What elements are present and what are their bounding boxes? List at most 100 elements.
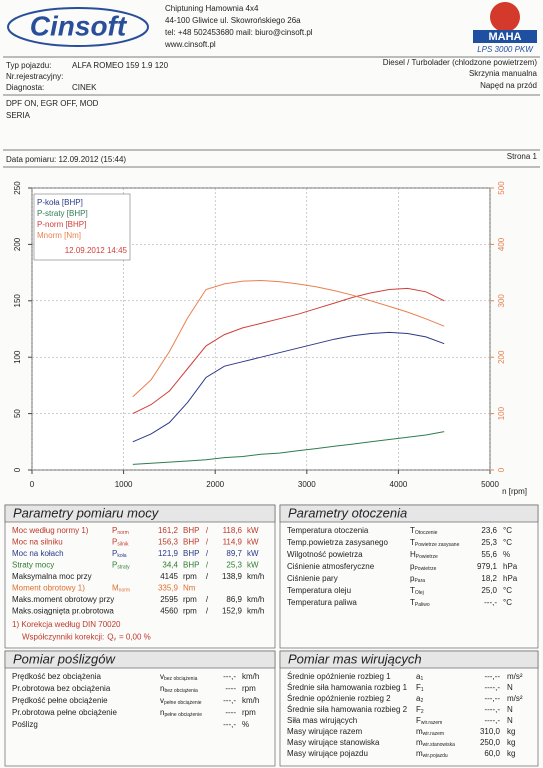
row-value: 118,6 (223, 526, 243, 535)
section-title: Parametry otoczenia (288, 505, 407, 520)
section-title: Parametry pomiaru mocy (13, 505, 160, 520)
symbol-sub: bez obciążenia (164, 688, 198, 694)
symbol-sub: Paliwo (415, 602, 430, 608)
x-axis-label: n [rpm] (502, 487, 527, 496)
section-title: Pomiar poślizgów (13, 651, 116, 666)
symbol-main: T (410, 526, 415, 535)
symbol-main: m (416, 738, 423, 747)
row-value: % (242, 720, 249, 729)
x-tick-label: 3000 (298, 480, 316, 489)
row-label: Pr.obrotowa pełne obciążenie (12, 708, 118, 717)
symbol: TPaliwo (410, 598, 430, 608)
engine-info: Napęd na przód (480, 81, 537, 90)
row-value: rpm (183, 572, 197, 581)
row-label: Średnie opóźnienie rozbieg 2 (287, 694, 391, 703)
symbol: Pstraty (112, 561, 130, 571)
x-tick-label: 1000 (115, 480, 133, 489)
row-label: Moment obrotowy 1) (12, 584, 85, 593)
row-value: m/s² (507, 694, 523, 703)
symbol-main: F (416, 683, 421, 692)
row-value: ----,- (484, 683, 500, 692)
field-label: Typ pojazdu: (6, 61, 51, 70)
row-value: km/h (247, 595, 264, 604)
row-label: Średnie siła hamowania rozbieg 2 (287, 705, 408, 714)
row-label: Ciśnienie pary (287, 574, 338, 583)
symbol: TOlej (410, 586, 424, 596)
row-value: 25,0 (481, 586, 497, 595)
x-tick-label: 4000 (390, 480, 408, 489)
row-value: N (507, 683, 513, 692)
y2-tick-label: 100 (497, 406, 506, 420)
symbol-main: v (160, 672, 164, 681)
symbol-sub: 2 (421, 709, 424, 715)
field-label: Diagnosta: (6, 83, 44, 92)
row-value: km/h (247, 572, 264, 581)
row-value: 25,3 (481, 538, 497, 547)
symbol: a1 (416, 672, 423, 682)
row-value: 18,2 (481, 574, 497, 583)
row-value: 86,9 (226, 595, 242, 604)
symbol: vpełne obciążenie (160, 696, 202, 706)
row-value: 2595 (160, 595, 178, 604)
symbol: TPowietrze zasysane (410, 538, 460, 548)
logo: Cinsoft (30, 10, 128, 41)
row-label: Temp.powietrza zasysanego (287, 538, 388, 547)
legend-entry: Mnorm [Nm] (37, 231, 81, 240)
series-line (132, 431, 445, 465)
maha-emblem (490, 2, 520, 32)
symbol-sub: wir.pojazdu (423, 753, 448, 759)
symbol-main: v (160, 696, 164, 705)
y-tick-label: 50 (13, 409, 22, 418)
row-value: BHP (183, 538, 199, 547)
symbol-sub: Powietrze (416, 554, 438, 560)
row-label: Prędkość pełne obciążenie (12, 696, 108, 705)
symbol-sub: Otoczenie (415, 530, 438, 536)
symbol-sub: wir.stanowiska (423, 742, 455, 748)
row-value: kW (247, 526, 259, 535)
row-value: BHP (183, 561, 199, 570)
symbol: Psilnik (112, 538, 129, 548)
row-value: km/h (247, 607, 264, 616)
row-value: 138,9 (222, 572, 243, 581)
symbol-sub: norm (117, 530, 128, 536)
company-line: Chiptuning Hamownia 4x4 (165, 4, 259, 13)
row-value: kg (507, 738, 515, 747)
symbol-main: P (112, 561, 117, 570)
row-label: Straty mocy (12, 561, 54, 570)
row-value: BHP (183, 526, 199, 535)
row-value: kW (247, 561, 259, 570)
row-label: Temperatura oleju (287, 586, 351, 595)
symbol-main: n (160, 684, 164, 693)
company-line: tel: +48 502453680 mail: biuro@cinsoft.p… (165, 28, 313, 37)
symbol-main: F (416, 705, 421, 714)
symbol-main: M (112, 584, 119, 593)
footnote: Współczynniki korekcji: Qv = 0,00 % (22, 633, 151, 643)
symbol-sub: Powietrze (414, 566, 436, 572)
symbol-main: P (112, 549, 117, 558)
symbol: nbez obciążenia (160, 684, 198, 694)
row-value: ---,-- (484, 672, 500, 681)
note: DPF ON, EGR OFF, MOD (6, 99, 99, 108)
row-value: 4560 (160, 607, 178, 616)
row-value: 250,0 (480, 738, 501, 747)
series-line (132, 287, 445, 415)
row-value: km/h (242, 672, 259, 681)
symbol-sub: 1 (421, 687, 424, 693)
row-value: ---- (225, 684, 236, 693)
row-value: 60,0 (484, 749, 500, 758)
engine-info: Diesel / Turbolader (chlodzone powietrze… (383, 58, 538, 67)
symbol: pPowietrze (410, 562, 437, 572)
row-label: Masy wirujące stanowiska (287, 738, 380, 747)
row-value: / (206, 607, 209, 616)
page-number: Strona 1 (507, 152, 538, 161)
symbol: Pnorm (112, 526, 129, 536)
symbol-main: a (416, 672, 421, 681)
series-line (132, 331, 445, 443)
row-value: BHP (183, 549, 199, 558)
row-label: Masy wirujące pojazdu (287, 749, 368, 758)
row-value: / (206, 595, 209, 604)
row-label: Wilgotność powietrza (287, 550, 363, 559)
row-value: ---,- (223, 672, 236, 681)
row-value: 979,1 (477, 562, 498, 571)
